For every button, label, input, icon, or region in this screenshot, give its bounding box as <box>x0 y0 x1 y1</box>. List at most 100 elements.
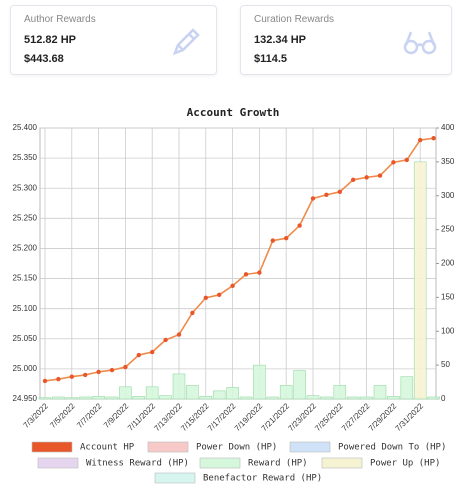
bar <box>92 395 105 400</box>
y2-tick-label: 350 <box>441 157 455 166</box>
plot-area <box>39 127 437 400</box>
y2-tick-label: 250 <box>441 225 455 234</box>
point <box>190 310 195 316</box>
point <box>351 177 356 182</box>
line <box>44 137 434 382</box>
card-usd: $443.68 <box>24 53 64 65</box>
point <box>109 367 115 373</box>
y2-tick-label: 400 <box>441 123 455 132</box>
curation-card: Curation Rewards 132.34 HP $114.5 <box>240 5 452 75</box>
point <box>364 175 369 180</box>
card-usd: $114.5 <box>254 53 288 65</box>
x-tick-label: 7/5/2022 <box>48 401 77 430</box>
bar <box>186 385 199 400</box>
x-tick-label: 7/3/2022 <box>22 401 51 430</box>
point <box>310 196 316 201</box>
point <box>243 272 249 277</box>
y-tick-label: 25.250 <box>13 213 38 222</box>
bar <box>306 395 320 400</box>
bar <box>360 396 373 400</box>
x-tick-label: 7/7/2022 <box>75 401 104 430</box>
bar <box>400 376 414 400</box>
bar <box>119 386 132 400</box>
bar <box>279 385 293 400</box>
point <box>257 270 262 275</box>
bar <box>132 395 146 400</box>
pencil-icon <box>172 28 200 56</box>
point <box>284 236 289 241</box>
bar <box>172 373 186 400</box>
bar <box>65 397 79 400</box>
y2-tick-label: 100 <box>441 326 455 335</box>
bar <box>52 396 65 400</box>
bar <box>413 161 427 400</box>
legend-swatch <box>321 457 363 469</box>
y-tick-label: 25.050 <box>13 334 38 343</box>
point <box>418 137 423 143</box>
glasses-icon <box>403 31 437 55</box>
legend-label: Benefactor Reward (HP) <box>203 474 322 484</box>
legend-swatch <box>289 441 331 453</box>
y-tick-label: 25.350 <box>13 153 38 162</box>
card-title: Author Rewards <box>24 14 96 25</box>
point <box>337 189 342 195</box>
author-card: Author Rewards 512.82 HP $443.68 <box>10 5 217 75</box>
bar <box>226 387 239 400</box>
bar <box>333 385 347 400</box>
bar <box>320 396 333 400</box>
point <box>270 238 275 243</box>
y-tick-label: 25.400 <box>13 123 38 132</box>
bar <box>105 396 119 400</box>
point <box>176 332 182 337</box>
point <box>163 337 168 343</box>
point <box>391 160 396 165</box>
point <box>431 136 436 141</box>
y-tick-label: 25.100 <box>13 304 38 313</box>
card-hp: 132.34 HP <box>254 34 306 46</box>
point <box>217 292 222 298</box>
legend-label: Powered Down To (HP) <box>338 443 446 453</box>
point <box>324 192 329 198</box>
y2-tick-label: 300 <box>441 191 455 200</box>
y-tick-label: 25.000 <box>13 364 38 373</box>
point <box>56 376 61 382</box>
point <box>96 369 101 375</box>
bar <box>38 397 52 400</box>
point <box>230 283 235 288</box>
y-tick-label: 25.300 <box>13 183 38 192</box>
legend-swatch <box>37 457 79 469</box>
legend-swatch <box>154 472 196 484</box>
point <box>123 364 128 370</box>
legend-swatch <box>31 441 73 453</box>
bar <box>346 396 360 400</box>
bar <box>212 390 226 400</box>
point <box>83 372 88 378</box>
bar <box>145 386 159 400</box>
card-hp: 512.82 HP <box>24 34 76 46</box>
point <box>136 352 141 358</box>
legend-label: Witness Reward (HP) <box>86 459 189 469</box>
bar <box>78 396 92 400</box>
y2-tick-label: 200 <box>441 259 455 268</box>
legend-label: Reward (HP) <box>248 459 308 469</box>
legend-label: Power Down (HP) <box>196 443 277 453</box>
point <box>377 173 383 178</box>
bar <box>293 370 306 400</box>
bar <box>373 385 387 400</box>
bar <box>253 364 266 400</box>
y-tick-label: 25.200 <box>13 244 38 253</box>
y2-tick-label: 0 <box>441 394 446 403</box>
y2-tick-label: 150 <box>441 292 455 301</box>
legend-swatch <box>199 457 241 469</box>
y-tick-label: 24.950 <box>13 394 38 403</box>
point <box>42 378 48 384</box>
legend-swatch <box>147 441 189 453</box>
card-title: Curation Rewards <box>254 14 335 25</box>
bar <box>387 395 400 400</box>
point <box>150 349 155 355</box>
point <box>69 374 75 379</box>
bar <box>239 396 253 400</box>
chart-title: Account Growth <box>187 106 280 119</box>
legend-label: Account HP <box>80 443 135 453</box>
